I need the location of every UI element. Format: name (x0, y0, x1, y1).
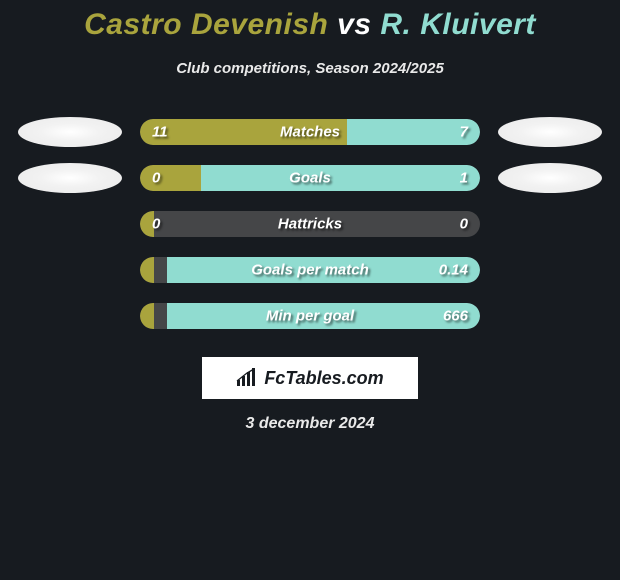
stat-label: Min per goal (266, 308, 354, 325)
bar-fill-left (140, 165, 201, 191)
date-text: 3 december 2024 (0, 415, 620, 433)
branding-text: FcTables.com (264, 368, 383, 389)
stat-bar: Min per goal 666 (140, 303, 480, 329)
avatar-left-slot (0, 117, 140, 147)
stat-label: Hattricks (278, 216, 342, 233)
stat-row: Goals per match 0.14 (0, 247, 620, 293)
subtitle: Club competitions, Season 2024/2025 (0, 60, 620, 77)
stat-row: 0 Goals 1 (0, 155, 620, 201)
title-player1: Castro Devenish (84, 8, 328, 41)
barchart-icon (236, 368, 258, 388)
stat-label: Goals per match (251, 262, 369, 279)
stat-label: Matches (280, 124, 340, 141)
stat-bar: 0 Hattricks 0 (140, 211, 480, 237)
branding-badge: FcTables.com (202, 357, 418, 399)
stat-value-right: 1 (460, 170, 468, 187)
stat-value-right: 7 (460, 124, 468, 141)
stat-value-left: 11 (152, 124, 168, 141)
avatar-right-slot (480, 117, 620, 147)
stat-value-left: 0 (152, 216, 160, 233)
stat-label: Goals (289, 170, 331, 187)
bar-fill-left (140, 257, 154, 283)
bar-fill-left (140, 303, 154, 329)
bar-fill-right (201, 165, 480, 191)
stat-row: Min per goal 666 (0, 293, 620, 339)
player2-avatar (498, 117, 602, 147)
player2-avatar (498, 163, 602, 193)
stat-bar: Goals per match 0.14 (140, 257, 480, 283)
stats-block: 11 Matches 7 0 Goals 1 (0, 109, 620, 339)
player1-avatar (18, 117, 122, 147)
avatar-left-slot (0, 163, 140, 193)
stat-value-right: 666 (443, 308, 468, 325)
page-title: Castro Devenish vs R. Kluivert (0, 0, 620, 42)
avatar-right-slot (480, 163, 620, 193)
stat-value-left: 0 (152, 170, 160, 187)
title-vs: vs (337, 8, 371, 41)
stat-bar: 0 Goals 1 (140, 165, 480, 191)
stat-bar: 11 Matches 7 (140, 119, 480, 145)
player1-avatar (18, 163, 122, 193)
title-player2: R. Kluivert (380, 8, 536, 41)
stat-row: 11 Matches 7 (0, 109, 620, 155)
stat-value-right: 0 (460, 216, 468, 233)
comparison-infographic: Castro Devenish vs R. Kluivert Club comp… (0, 0, 620, 580)
stat-value-right: 0.14 (439, 262, 468, 279)
stat-row: 0 Hattricks 0 (0, 201, 620, 247)
